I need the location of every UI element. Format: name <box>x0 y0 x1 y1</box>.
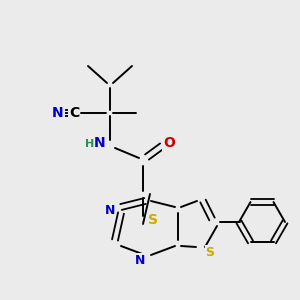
Text: N: N <box>135 254 145 266</box>
Text: C: C <box>69 106 79 120</box>
Text: N: N <box>94 136 106 150</box>
Text: N: N <box>52 106 64 120</box>
Text: H: H <box>85 139 94 149</box>
Text: N: N <box>105 203 115 217</box>
Text: S: S <box>206 245 214 259</box>
Text: O: O <box>163 136 175 150</box>
Text: S: S <box>148 213 158 227</box>
